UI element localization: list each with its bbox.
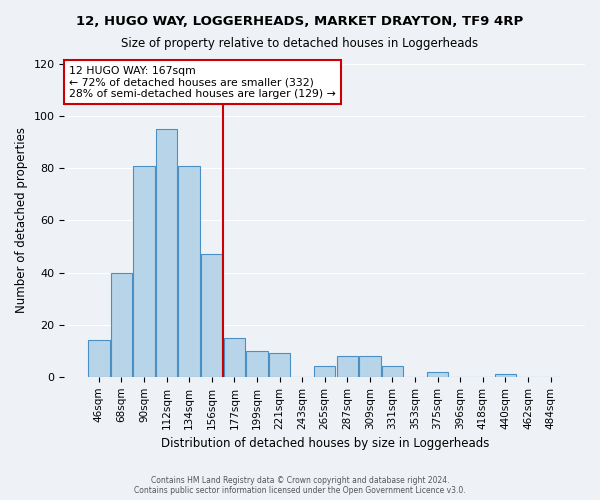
Bar [269, 354, 290, 377]
Bar [337, 356, 358, 377]
Bar [359, 356, 380, 377]
Bar [427, 372, 448, 377]
Text: Size of property relative to detached houses in Loggerheads: Size of property relative to detached ho… [121, 38, 479, 51]
Bar [224, 338, 245, 377]
X-axis label: Distribution of detached houses by size in Loggerheads: Distribution of detached houses by size … [161, 437, 489, 450]
Text: 12 HUGO WAY: 167sqm
← 72% of detached houses are smaller (332)
28% of semi-detac: 12 HUGO WAY: 167sqm ← 72% of detached ho… [69, 66, 336, 99]
Y-axis label: Number of detached properties: Number of detached properties [15, 128, 28, 314]
Bar [494, 374, 516, 377]
Bar [178, 166, 200, 377]
Text: Contains HM Land Registry data © Crown copyright and database right 2024.
Contai: Contains HM Land Registry data © Crown c… [134, 476, 466, 495]
Bar [246, 351, 268, 377]
Bar [382, 366, 403, 377]
Text: 12, HUGO WAY, LOGGERHEADS, MARKET DRAYTON, TF9 4RP: 12, HUGO WAY, LOGGERHEADS, MARKET DRAYTO… [76, 15, 524, 28]
Bar [156, 129, 177, 377]
Bar [314, 366, 335, 377]
Bar [110, 272, 132, 377]
Bar [133, 166, 155, 377]
Bar [201, 254, 223, 377]
Bar [88, 340, 110, 377]
